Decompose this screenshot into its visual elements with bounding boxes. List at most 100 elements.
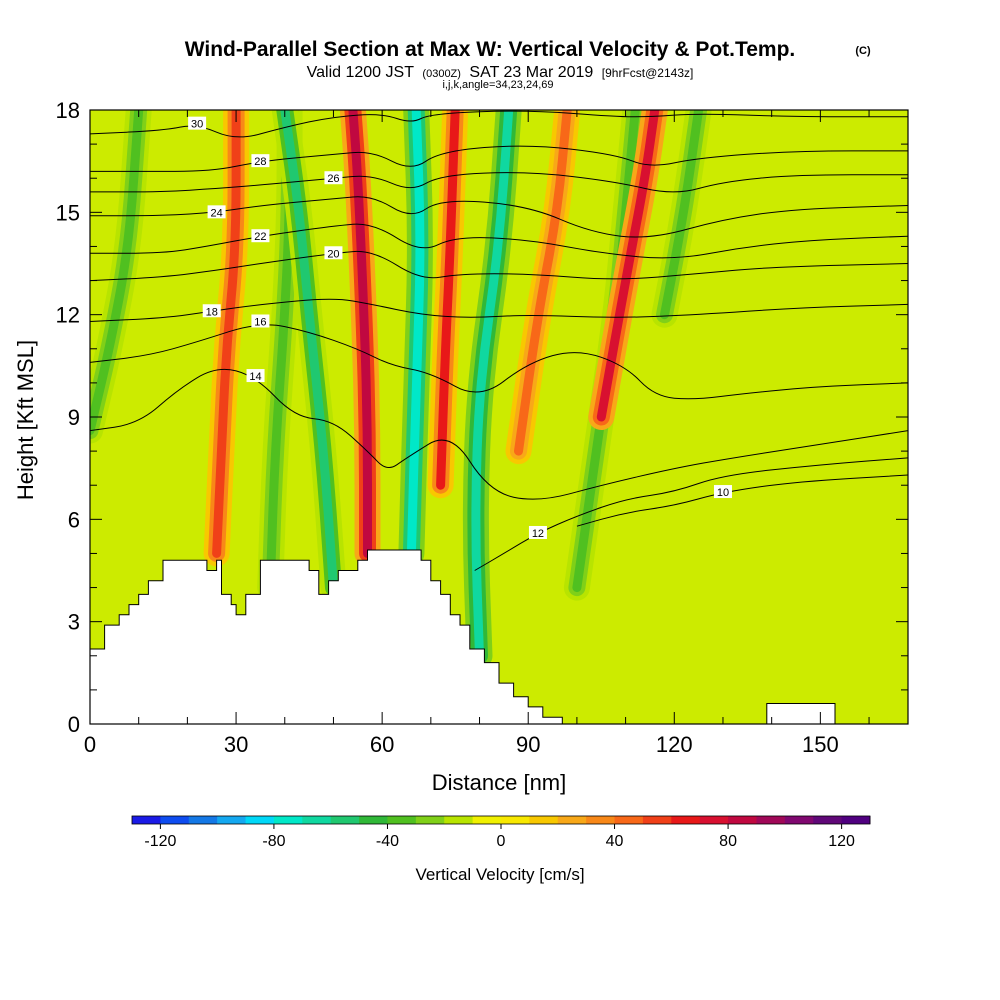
y-tick-label: 3 [68, 610, 80, 635]
theta-label-bg [246, 369, 265, 383]
y-tick-label: 18 [56, 98, 80, 123]
plot-area: 30 28 26 24 22 20 18 16 14 12 10 [89, 109, 909, 725]
theta-label-text: 28 [254, 156, 266, 168]
y-tick-label: 9 [68, 405, 80, 430]
theta-label-text: 12 [532, 528, 544, 540]
theta-contour-22 [90, 223, 908, 259]
theta-label-28: 28 [251, 154, 270, 168]
colorbar-swatch [302, 816, 332, 824]
subtitle-valid: Valid 1200 JST [307, 64, 415, 81]
theta-label-text: 24 [210, 207, 222, 219]
y-tick-label: 0 [68, 712, 80, 737]
theta-label-text: 16 [254, 316, 266, 328]
theta-label-22: 22 [251, 229, 270, 243]
colorbar-tick-label: 40 [606, 833, 624, 850]
colorbar-swatch [501, 816, 530, 824]
colorbar-swatch [642, 816, 672, 824]
velocity-band-2-level-3 [212, 110, 241, 558]
terrain-mask [89, 549, 908, 725]
colorbar-swatch [586, 816, 616, 824]
colorbar-swatch [784, 816, 814, 824]
indices-line: i,j,k,angle=34,23,24,69 [442, 79, 553, 91]
theta-label-bg [251, 154, 270, 168]
x-tick-label: 60 [370, 732, 394, 757]
theta-label-30: 30 [188, 116, 207, 131]
theta-label-bg [251, 314, 270, 328]
subtitle-date: SAT 23 Mar 2019 [469, 64, 593, 81]
theta-label-bg [207, 205, 226, 219]
colorbar-label: Vertical Velocity [cm/s] [415, 865, 584, 884]
colorbar-swatch [273, 816, 303, 824]
colorbar-tick-label: 120 [828, 833, 855, 850]
theta-label-16: 16 [251, 314, 270, 328]
colorbar-swatch [756, 816, 786, 824]
velocity-band-4-level-3 [280, 110, 338, 593]
theta-label-bg [528, 525, 547, 539]
colorbar-swatch [557, 816, 587, 824]
theta-contour-14 [90, 368, 908, 500]
theta-label-bg [324, 171, 343, 185]
velocity-band-1-level-3 [90, 110, 144, 436]
theta-contour-26 [90, 172, 908, 193]
x-tick-label: 0 [84, 732, 96, 757]
colorbar-tick-label: -120 [144, 833, 176, 850]
colorbar: -120 -80 -40 0 40 80 120 [131, 815, 871, 850]
theta-label-text: 14 [249, 371, 261, 383]
colorbar-swatch [699, 816, 729, 824]
colorbar-swatch [728, 816, 757, 824]
theta-label-text: 20 [327, 248, 339, 260]
x-axis: 0 30 60 90 120 150 [84, 110, 870, 757]
chart-subtitle: Valid 1200 JST (0300Z) SAT 23 Mar 2019 [… [307, 64, 694, 81]
colorbar-swatch [359, 816, 388, 824]
title-mark: (C) [855, 45, 871, 57]
x-tick-label: 30 [224, 732, 248, 757]
theta-label-bg [251, 229, 270, 243]
y-tick-label: 15 [56, 200, 80, 225]
theta-label-bg [713, 485, 732, 499]
theta-label-20: 20 [324, 246, 343, 260]
velocity-band-11-level-3 [596, 110, 660, 422]
colorbar-swatch [245, 816, 275, 824]
theta-label-text: 22 [254, 231, 266, 243]
theta-contour-18 [90, 298, 908, 322]
theta-label-18: 18 [202, 304, 221, 318]
theta-contour-12 [474, 457, 908, 571]
colorbar-swatch [188, 816, 218, 824]
x-tick-label: 150 [802, 732, 839, 757]
colorbar-swatch [813, 816, 843, 824]
colorbar-tick-label: -80 [262, 833, 285, 850]
velocity-band-6-level-3 [406, 110, 425, 558]
y-axis: 0 3 6 9 12 15 18 [56, 98, 908, 737]
colorbar-tick-label: 80 [719, 833, 737, 850]
colorbar-tick-label: -40 [376, 833, 399, 850]
colorbar-swatch [387, 816, 417, 824]
velocity-band-7-level-3 [436, 110, 460, 490]
colorbar-swatch [671, 816, 701, 824]
x-tick-label: 90 [516, 732, 540, 757]
colorbar-swatch [614, 816, 644, 824]
theta-contour-20 [90, 250, 908, 282]
y-tick-label: 12 [56, 303, 80, 328]
theta-label-bg [324, 246, 343, 260]
theta-label-bg [188, 116, 207, 130]
velocity-band-5-level-3 [348, 110, 373, 558]
colorbar-swatch [444, 816, 474, 824]
x-tick-label: 120 [656, 732, 693, 757]
theta-label-26: 26 [324, 171, 343, 185]
theta-contour-28 [90, 145, 908, 172]
theta-label-text: 30 [191, 119, 203, 131]
theta-label-bg [202, 304, 221, 318]
chart-title: Wind-Parallel Section at Max W: Vertical… [185, 38, 796, 61]
velocity-band-12-level-3 [660, 110, 704, 320]
contour-labels: 30 28 26 24 22 20 18 16 14 12 10 [188, 116, 732, 540]
y-tick-label: 6 [68, 507, 80, 532]
colorbar-tick-label: 0 [497, 833, 506, 850]
y-axis-label: Height [Kft MSL] [13, 340, 38, 500]
x-axis-label: Distance [nm] [432, 770, 567, 795]
colorbar-swatch [217, 816, 247, 824]
colorbar-swatch [330, 816, 360, 824]
theta-contour-24 [90, 196, 908, 238]
vertical-velocity-field [90, 110, 712, 669]
theta-label-text: 26 [327, 173, 339, 185]
